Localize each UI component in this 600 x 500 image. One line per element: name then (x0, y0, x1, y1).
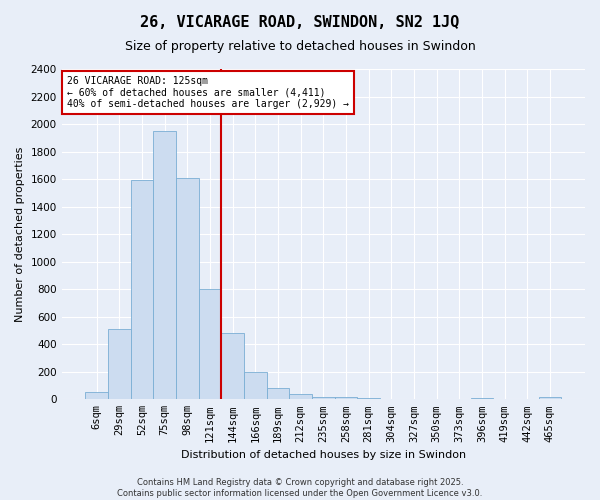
Bar (108, 329, 131, 400)
Bar (131, 180, 154, 400)
Bar (176, 178, 199, 400)
Bar (154, 131, 176, 400)
Bar (199, 289, 221, 400)
Text: 26 VICARAGE ROAD: 125sqm
← 60% of detached houses are smaller (4,411)
40% of sem: 26 VICARAGE ROAD: 125sqm ← 60% of detach… (67, 76, 349, 109)
Bar (358, 398, 380, 400)
Bar (312, 396, 335, 400)
Bar (244, 372, 266, 400)
Y-axis label: Number of detached properties: Number of detached properties (15, 146, 25, 322)
Bar (380, 398, 403, 400)
Bar (85, 392, 108, 400)
Text: Size of property relative to detached houses in Swindon: Size of property relative to detached ho… (125, 40, 475, 53)
X-axis label: Distribution of detached houses by size in Swindon: Distribution of detached houses by size … (181, 450, 466, 460)
Bar (470, 398, 493, 400)
Bar (266, 388, 289, 400)
Bar (335, 397, 358, 400)
Text: Contains HM Land Registry data © Crown copyright and database right 2025.
Contai: Contains HM Land Registry data © Crown c… (118, 478, 482, 498)
Bar (289, 394, 312, 400)
Bar (539, 397, 561, 400)
Text: 26, VICARAGE ROAD, SWINDON, SN2 1JQ: 26, VICARAGE ROAD, SWINDON, SN2 1JQ (140, 15, 460, 30)
Bar (221, 332, 244, 400)
